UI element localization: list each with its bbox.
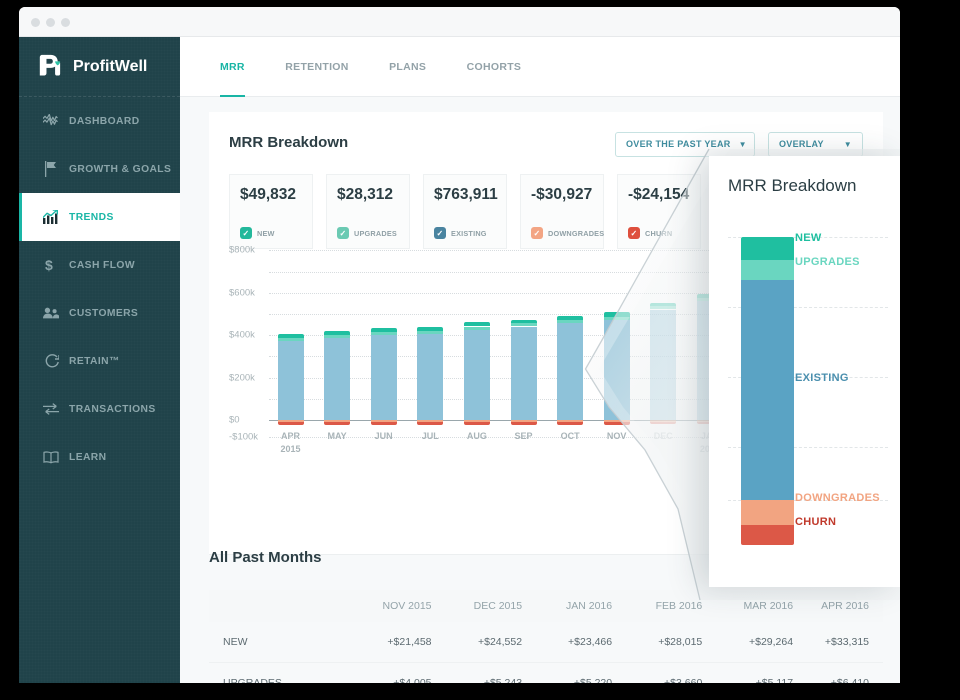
svg-text:$: $	[45, 257, 53, 273]
